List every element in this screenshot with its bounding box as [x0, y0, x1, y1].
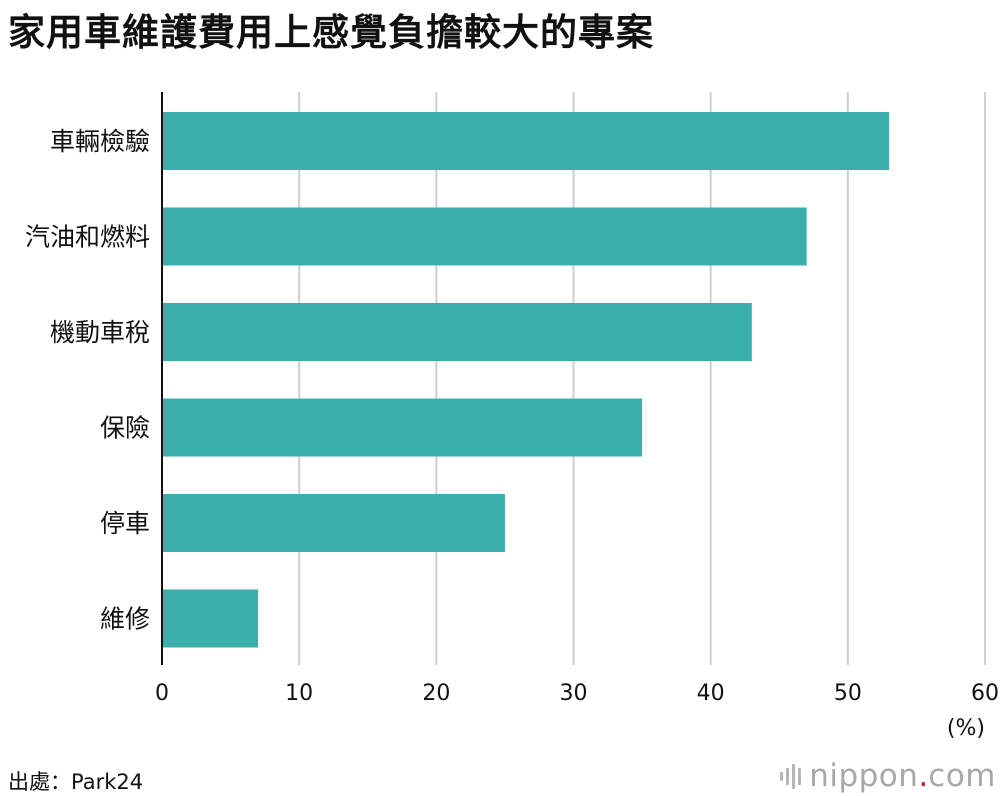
category-label: 停車 [100, 509, 150, 538]
brand-mark-icon [780, 763, 802, 789]
category-label: 保險 [100, 414, 150, 443]
source-note: 出處：Park24 [8, 770, 144, 794]
x-tick-label: 0 [155, 681, 169, 706]
bar [162, 303, 752, 361]
brand-dot: . [918, 758, 929, 794]
bar [162, 589, 259, 648]
gridlines [298, 92, 986, 665]
x-tick-label: 50 [834, 681, 862, 706]
x-tick-label: 30 [560, 681, 588, 706]
x-tick-label: 10 [285, 681, 313, 706]
x-tick-label: 60 [971, 681, 999, 706]
brand-logo: nippon . com [780, 756, 996, 796]
category-label: 汽油和燃料 [25, 223, 150, 252]
category-label: 車輛檢驗 [50, 127, 150, 156]
x-tick-label: 20 [422, 681, 450, 706]
x-tick-label: 40 [697, 681, 725, 706]
x-axis-unit: (%) [947, 716, 985, 741]
bar [162, 207, 807, 266]
category-label: 機動車稅 [50, 318, 150, 347]
category-label: 維修 [100, 605, 150, 634]
bar [162, 112, 889, 170]
chart-title: 家用車維護費用上感覺負擔較大的專案 [8, 11, 654, 54]
bars [162, 112, 889, 648]
brand-name: nippon [809, 758, 919, 794]
bar [162, 398, 643, 457]
brand-suffix: com [928, 758, 996, 794]
bar [162, 494, 505, 552]
